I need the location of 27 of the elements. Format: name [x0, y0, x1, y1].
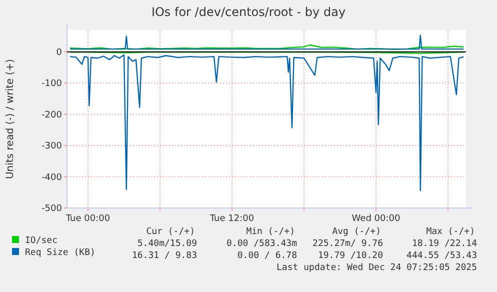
y-axis-title: Units read (-) / write (+) [5, 58, 16, 180]
chart-title: IOs for /dev/centos/root - by day [151, 5, 346, 19]
text: Last update: Wed Dec 24 07:25:05 2025 [276, 263, 477, 273]
x-tick-label: Tue 00:00 [64, 214, 110, 224]
y-tick-label: 0 [56, 48, 62, 58]
x-tick-label: Tue 12:00 [208, 214, 254, 224]
text: Cur (-/+) [146, 227, 195, 237]
text: 16.31 / 9.83 [132, 251, 197, 261]
x-tick-label: Wed 00:00 [352, 214, 400, 224]
text: 19.79 /10.20 [318, 251, 383, 261]
y-tick-label: -100 [42, 79, 62, 90]
y-tick-label: -200 [42, 110, 62, 120]
text: 0.00 / 6.78 [237, 251, 297, 261]
legend-label: IO/sec [25, 236, 58, 246]
text: 0.00 /583.43m [226, 239, 297, 249]
text: 225.27m/ 9.76 [312, 239, 383, 249]
text: Max (-/+) [426, 227, 475, 237]
text: Min (-/+) [246, 227, 295, 237]
y-tick-label: -400 [42, 172, 62, 183]
text: 5.40m/15.09 [137, 239, 197, 249]
text: 444.55 /53.43 [406, 251, 477, 261]
y-tick-label: -500 [42, 204, 62, 214]
text: Avg (-/+) [332, 227, 381, 237]
line-series [69, 54, 464, 192]
y-tick-label: -300 [42, 142, 62, 152]
text: 18.19 /22.14 [412, 239, 477, 249]
legend-label: Req Size (KB) [25, 248, 96, 258]
